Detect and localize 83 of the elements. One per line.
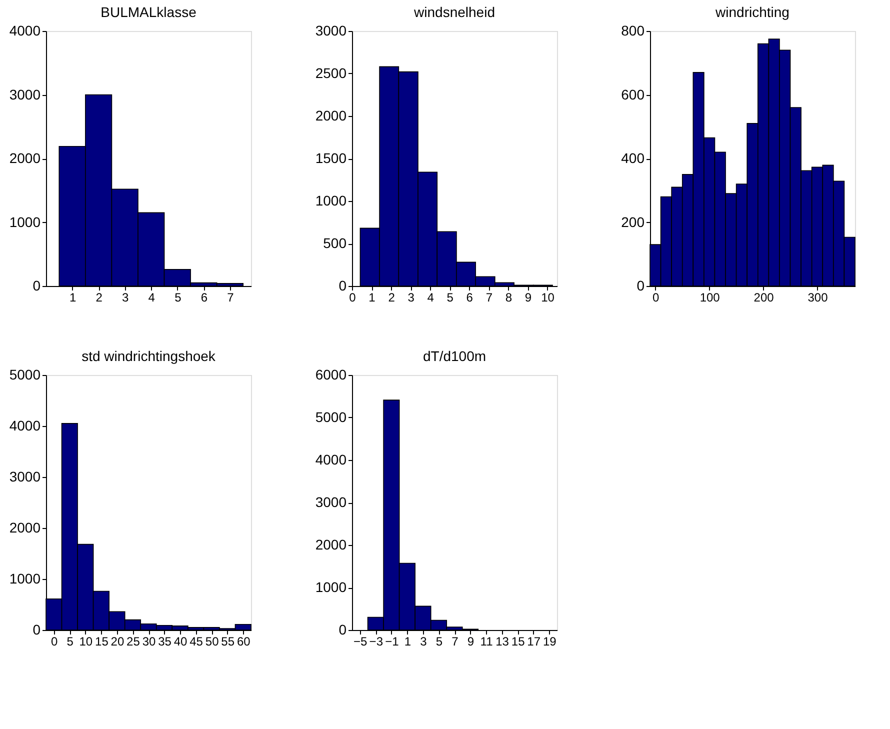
x-tick-label: 2: [388, 290, 396, 304]
y-tick-label: 2000: [315, 536, 347, 552]
x-tick-label: 5: [446, 290, 454, 304]
x-tick-label: 10: [541, 290, 555, 304]
y-tick-label: 3000: [9, 468, 41, 484]
x-tick-label: 100: [700, 290, 720, 304]
chart-title: windsnelheid: [413, 4, 495, 20]
y-tick-label: 0: [32, 278, 41, 294]
x-tick-label: 0: [652, 290, 660, 304]
x-tick-label: 40: [174, 634, 188, 648]
chart-title: dT/d100m: [422, 348, 486, 364]
y-tick-label: 6000: [315, 366, 347, 382]
x-tick-label: 3: [408, 290, 415, 304]
y-tick-label: 5000: [315, 409, 347, 425]
x-tick-label: 7: [452, 634, 459, 648]
x-tick-label: 15: [511, 634, 526, 648]
y-tick-label: 1000: [315, 192, 347, 208]
x-tick-label: 13: [496, 634, 510, 648]
x-tick-label: 5: [174, 290, 182, 304]
x-tick-label: 9: [467, 634, 474, 648]
x-tick-label: 200: [754, 290, 774, 304]
y-tick-label: 0: [338, 278, 347, 294]
chart-title: std windrichtingshoek: [82, 348, 216, 364]
x-tick-label: 17: [527, 634, 541, 648]
x-tick-label: 25: [126, 634, 140, 648]
x-tick-label: 1: [404, 634, 412, 648]
y-tick-label: 3000: [315, 22, 347, 38]
x-tick-label: −5: [354, 634, 368, 648]
x-tick-label: 300: [808, 290, 828, 304]
x-tick-label: 0: [51, 634, 58, 648]
x-tick-label: 1: [69, 290, 76, 304]
y-tick-label: 4000: [9, 22, 41, 38]
y-tick-label: 3000: [9, 86, 41, 102]
y-tick-label: 200: [621, 214, 645, 230]
x-tick-label: 11: [480, 634, 494, 648]
x-tick-label: 0: [349, 290, 356, 304]
y-tick-label: 4000: [9, 418, 41, 434]
y-tick-label: 500: [323, 235, 347, 251]
y-tick-label: 0: [636, 278, 645, 294]
y-tick-label: 2000: [315, 108, 347, 124]
y-tick-label: 2000: [9, 150, 41, 166]
x-tick-label: 7: [227, 290, 234, 304]
x-tick-label: 30: [142, 634, 156, 648]
x-tick-label: 2: [96, 290, 103, 304]
x-tick-label: 6: [466, 290, 474, 304]
x-tick-label: 4: [148, 290, 156, 304]
x-tick-label: 4: [427, 290, 434, 304]
y-tick-label: 0: [338, 622, 347, 638]
x-tick-label: −1: [385, 634, 400, 648]
y-tick-label: 1000: [9, 570, 41, 586]
chart-title: BULMALklasse: [100, 4, 197, 20]
y-tick-label: 3000: [315, 494, 347, 510]
x-tick-label: 5: [66, 634, 74, 648]
x-tick-label: 7: [486, 290, 493, 304]
x-tick-label: 10: [79, 634, 93, 648]
y-tick-label: 0: [32, 622, 41, 638]
x-tick-label: 50: [205, 634, 220, 648]
x-tick-label: 15: [95, 634, 109, 648]
x-tick-label: 35: [158, 634, 172, 648]
x-tick-label: 1: [368, 290, 376, 304]
x-tick-label: 3: [420, 634, 428, 648]
x-tick-label: 55: [221, 634, 235, 648]
y-tick-label: 1000: [315, 579, 347, 595]
y-tick-label: 600: [621, 86, 645, 102]
x-tick-label: 8: [505, 290, 512, 304]
y-tick-label: 1000: [9, 214, 41, 230]
x-tick-label: 60: [236, 634, 251, 648]
y-tick-label: 4000: [315, 452, 347, 468]
x-tick-label: 20: [110, 634, 124, 648]
x-tick-label: 6: [200, 290, 208, 304]
y-tick-label: 800: [621, 22, 645, 38]
y-tick-label: 2000: [9, 520, 41, 536]
y-tick-label: 400: [621, 150, 645, 166]
y-tick-label: 5000: [9, 366, 41, 382]
x-tick-label: −3: [369, 634, 384, 648]
x-tick-label: 3: [122, 290, 129, 304]
y-tick-label: 1500: [315, 150, 347, 166]
x-tick-label: 5: [436, 634, 443, 648]
x-tick-label: 19: [542, 634, 557, 648]
x-tick-label: 45: [190, 634, 204, 648]
chart-title: windrichting: [714, 4, 790, 20]
y-tick-label: 2500: [315, 65, 347, 81]
x-tick-label: 9: [524, 290, 532, 304]
